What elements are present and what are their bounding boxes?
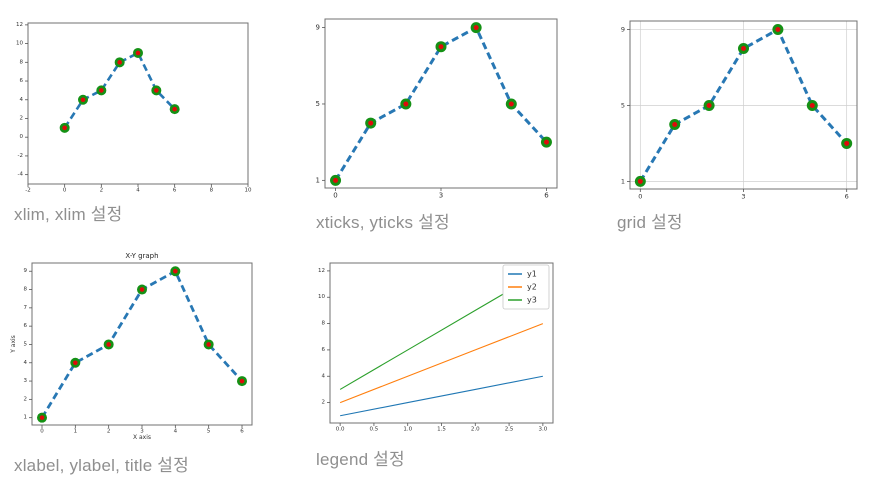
svg-text:Y axis: Y axis <box>10 335 17 354</box>
chart-caption: xlabel, ylabel, title 설정 <box>14 456 189 475</box>
svg-text:0: 0 <box>63 188 67 194</box>
svg-text:y3: y3 <box>527 296 537 305</box>
svg-text:1: 1 <box>24 415 28 421</box>
svg-text:0: 0 <box>20 134 24 140</box>
xticks-yticks-chart-canvas: 0 3 6 1 5 9 <box>316 18 558 199</box>
svg-text:8: 8 <box>210 188 214 194</box>
svg-text:y2: y2 <box>527 283 537 292</box>
svg-text:4: 4 <box>20 97 24 103</box>
svg-text:3: 3 <box>439 191 443 199</box>
svg-text:6: 6 <box>173 188 177 194</box>
chart-caption: grid 설정 <box>617 213 683 232</box>
svg-text:4: 4 <box>322 373 326 379</box>
svg-text:6: 6 <box>24 323 28 329</box>
svg-text:0.0: 0.0 <box>336 427 345 433</box>
chart-caption: legend 설정 <box>316 450 405 469</box>
svg-text:0: 0 <box>333 191 337 199</box>
svg-text:1: 1 <box>316 176 320 184</box>
svg-text:10: 10 <box>16 41 23 47</box>
svg-text:6: 6 <box>322 347 326 353</box>
svg-text:1.0: 1.0 <box>403 427 412 433</box>
svg-text:10: 10 <box>245 188 252 194</box>
svg-text:0: 0 <box>40 429 44 435</box>
svg-text:y1: y1 <box>527 270 537 279</box>
figure-xlabel-ylabel-title: 0 1 2 3 4 5 6 1 2 3 4 5 6 7 8 9 X-Y graph X axis Y axis xl… <box>8 246 260 476</box>
svg-text:4: 4 <box>136 188 140 194</box>
svg-text:3.0: 3.0 <box>538 427 547 433</box>
svg-text:9: 9 <box>24 268 28 274</box>
svg-text:0: 0 <box>638 192 642 200</box>
svg-text:6: 6 <box>20 78 24 84</box>
svg-text:4: 4 <box>24 360 28 366</box>
svg-text:3: 3 <box>24 378 28 384</box>
svg-text:2.0: 2.0 <box>471 427 480 433</box>
svg-text:8: 8 <box>24 287 28 293</box>
svg-text:5: 5 <box>207 429 211 435</box>
svg-text:7: 7 <box>24 305 28 311</box>
legend-chart-canvas: 0.0 0.5 1.0 1.5 2.0 2.5 3.0 2 4 6 8 10 12 y1 y2 y3 <box>318 262 554 433</box>
svg-text:X axis: X axis <box>133 434 151 441</box>
chart-caption: xticks, yticks 설정 <box>316 213 450 232</box>
svg-text:6: 6 <box>240 429 244 435</box>
xlabel-ylabel-title-chart-canvas: 0 1 2 3 4 5 6 1 2 3 4 5 6 7 8 9 X-Y graph X axis Y axis <box>10 252 253 441</box>
figure-xlim: -2 0 2 4 6 8 10 -4 -2 0 2 4 6 8 10 12 xlim, xlim 설정 <box>8 6 258 225</box>
svg-text:8: 8 <box>322 321 326 327</box>
svg-text:6: 6 <box>845 192 849 200</box>
svg-text:2: 2 <box>107 429 111 435</box>
svg-text:12: 12 <box>318 268 325 274</box>
figure-grid: 0 3 6 1 5 9 grid 설정 <box>615 6 867 233</box>
svg-text:6: 6 <box>544 191 549 199</box>
svg-text:2: 2 <box>20 115 24 121</box>
svg-text:-2: -2 <box>18 153 23 159</box>
svg-text:5: 5 <box>316 100 320 108</box>
svg-text:2.5: 2.5 <box>505 427 514 433</box>
grid-chart-canvas: 0 3 6 1 5 9 <box>621 20 858 200</box>
svg-text:2: 2 <box>100 188 104 194</box>
figure-xticks-yticks: 0 3 6 1 5 9 xticks, yticks 설정 <box>310 6 566 233</box>
figure-legend: 0.0 0.5 1.0 1.5 2.0 2.5 3.0 2 4 6 8 10 12 y1 y2 y3 lege… <box>310 246 562 470</box>
svg-text:4: 4 <box>174 429 178 435</box>
svg-text:0.5: 0.5 <box>370 427 379 433</box>
svg-text:10: 10 <box>318 294 325 300</box>
svg-text:1: 1 <box>74 429 78 435</box>
svg-text:-4: -4 <box>18 172 24 178</box>
chart-caption: xlim, xlim 설정 <box>14 205 123 224</box>
xlim-chart-canvas: -2 0 2 4 6 8 10 -4 -2 0 2 4 6 8 10 12 <box>16 22 252 194</box>
svg-text:1.5: 1.5 <box>437 427 446 433</box>
svg-text:-2: -2 <box>25 188 30 194</box>
svg-text:1: 1 <box>621 177 625 185</box>
svg-text:2: 2 <box>24 396 28 402</box>
svg-text:5: 5 <box>24 341 28 347</box>
svg-text:X-Y graph: X-Y graph <box>125 252 158 260</box>
svg-text:12: 12 <box>16 22 23 28</box>
svg-text:9: 9 <box>316 24 320 32</box>
svg-text:3: 3 <box>140 429 144 435</box>
svg-text:3: 3 <box>741 192 745 200</box>
svg-text:8: 8 <box>20 59 24 65</box>
svg-text:9: 9 <box>621 26 625 34</box>
svg-text:2: 2 <box>322 400 326 406</box>
svg-text:5: 5 <box>621 101 625 109</box>
